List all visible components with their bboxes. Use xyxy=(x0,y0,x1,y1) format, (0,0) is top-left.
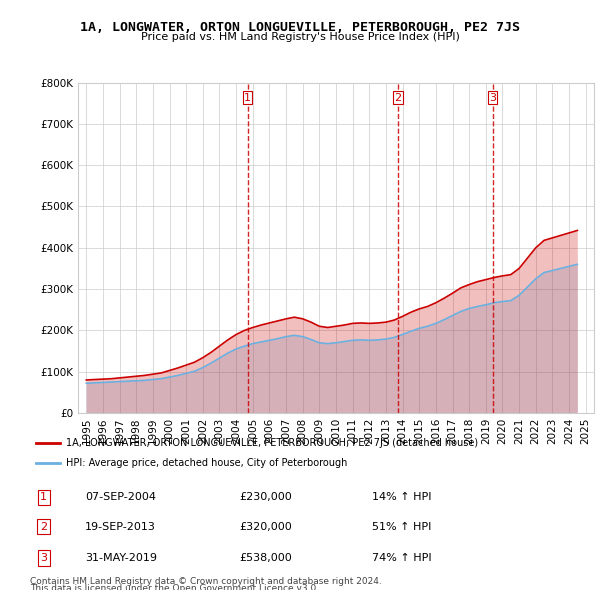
Text: 31-MAY-2019: 31-MAY-2019 xyxy=(85,553,157,563)
Text: £538,000: £538,000 xyxy=(240,553,293,563)
Text: 3: 3 xyxy=(489,93,496,103)
Text: 2: 2 xyxy=(40,522,47,532)
Text: 51% ↑ HPI: 51% ↑ HPI xyxy=(372,522,431,532)
Text: Price paid vs. HM Land Registry's House Price Index (HPI): Price paid vs. HM Land Registry's House … xyxy=(140,32,460,42)
Text: £320,000: £320,000 xyxy=(240,522,293,532)
Text: 07-SEP-2004: 07-SEP-2004 xyxy=(85,493,156,502)
Text: 1: 1 xyxy=(40,493,47,502)
Text: 14% ↑ HPI: 14% ↑ HPI xyxy=(372,493,432,502)
Text: Contains HM Land Registry data © Crown copyright and database right 2024.: Contains HM Land Registry data © Crown c… xyxy=(30,577,382,586)
Text: 1A, LONGWATER, ORTON LONGUEVILLE, PETERBOROUGH, PE2 7JS (detached house): 1A, LONGWATER, ORTON LONGUEVILLE, PETERB… xyxy=(66,438,478,448)
Text: 19-SEP-2013: 19-SEP-2013 xyxy=(85,522,156,532)
Text: 3: 3 xyxy=(40,553,47,563)
Text: This data is licensed under the Open Government Licence v3.0.: This data is licensed under the Open Gov… xyxy=(30,584,319,590)
Text: £230,000: £230,000 xyxy=(240,493,293,502)
Text: 74% ↑ HPI: 74% ↑ HPI xyxy=(372,553,432,563)
Text: HPI: Average price, detached house, City of Peterborough: HPI: Average price, detached house, City… xyxy=(66,458,347,467)
Text: 1: 1 xyxy=(244,93,251,103)
Text: 1A, LONGWATER, ORTON LONGUEVILLE, PETERBOROUGH, PE2 7JS: 1A, LONGWATER, ORTON LONGUEVILLE, PETERB… xyxy=(80,21,520,34)
Text: 2: 2 xyxy=(394,93,401,103)
